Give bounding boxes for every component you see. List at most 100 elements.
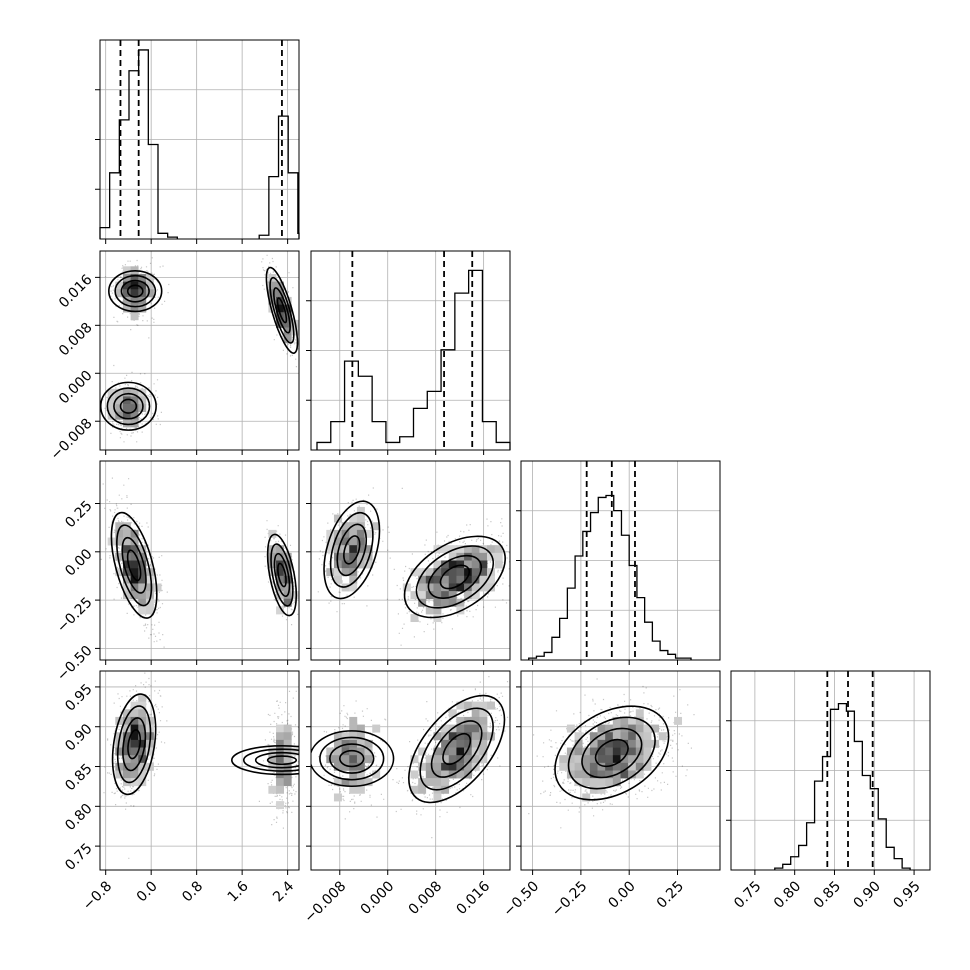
density-cell: [456, 732, 465, 741]
density-cell: [291, 747, 299, 756]
density-cell: [341, 552, 350, 561]
density-cell: [341, 778, 350, 787]
x-tick-label: −0.008: [301, 878, 349, 926]
density-cell: [479, 575, 488, 584]
density-cell: [130, 289, 139, 298]
density-cell: [471, 755, 480, 764]
density-cell: [356, 785, 365, 794]
contour-line: [311, 730, 395, 788]
density-cell: [283, 552, 292, 561]
density-cell: [433, 591, 442, 600]
density-cell: [268, 529, 277, 538]
density-cell: [425, 762, 434, 771]
panel-frame: [310, 460, 511, 661]
density-cell: [138, 545, 147, 554]
density-cell: [597, 785, 606, 794]
density-cell: [326, 545, 335, 554]
density-cell: [122, 739, 131, 748]
density-cell: [364, 755, 373, 764]
panel-content: [311, 676, 510, 839]
density-cell: [138, 598, 147, 607]
density-cell: [138, 755, 147, 764]
density-cell: [597, 762, 606, 771]
y-tick-label: −0.008: [48, 416, 96, 464]
density-cell: [326, 537, 335, 546]
density-cell: [448, 739, 457, 748]
density-cell: [145, 598, 154, 607]
density-cell: [597, 724, 606, 733]
density-cell: [356, 506, 365, 515]
density-cell: [612, 739, 621, 748]
density-cell: [356, 747, 365, 756]
density-cell: [471, 732, 480, 741]
density-cell: [130, 575, 139, 584]
y-tick-label: 0.95: [62, 681, 95, 714]
density-cell: [122, 396, 131, 405]
density-cell: [138, 762, 147, 771]
scatter-panel-0-1: [95, 250, 300, 455]
contour-line: [100, 381, 157, 431]
density-cell: [448, 552, 457, 561]
contour-line: [439, 564, 471, 590]
density-cell: [130, 770, 139, 779]
density-cell: [341, 568, 350, 577]
density-cell: [605, 770, 614, 779]
panel-frame: [99, 39, 300, 240]
density-cell: [448, 568, 457, 577]
contour-line: [567, 716, 656, 790]
density-cell: [283, 575, 292, 584]
density-cell: [107, 388, 116, 397]
density-cell: [372, 724, 381, 733]
density-cell: [456, 545, 465, 554]
density-cell: [597, 739, 606, 748]
contour-line: [127, 729, 142, 760]
density-cell: [479, 552, 488, 561]
density-cell: [138, 273, 147, 282]
density-cell: [410, 568, 419, 577]
density-cell: [448, 732, 457, 741]
density-cell: [628, 770, 637, 779]
density-cell: [441, 545, 450, 554]
density-cell: [115, 537, 124, 546]
histogram-steps: [774, 702, 911, 870]
density-cell: [107, 404, 116, 413]
density-cell: [620, 762, 629, 771]
density-cell: [130, 739, 139, 748]
density-cell: [138, 693, 147, 702]
density-cell: [494, 545, 503, 554]
density-cell: [464, 575, 473, 584]
density-cell: [433, 606, 442, 615]
density-cell: [349, 724, 358, 733]
density-cell: [612, 778, 621, 787]
density-cell: [356, 732, 365, 741]
density-cell: [130, 552, 139, 561]
density-cell: [122, 529, 131, 538]
density-cell: [138, 724, 147, 733]
x-tick-label: 0.00: [605, 878, 638, 911]
density-cell: [130, 709, 139, 718]
density-cell: [464, 747, 473, 756]
x-tick-label: 0.000: [358, 878, 398, 918]
density-cell: [658, 732, 667, 741]
density-cell: [635, 739, 644, 748]
density-cell: [349, 770, 358, 779]
density-cell: [479, 724, 488, 733]
density-cell: [333, 568, 342, 577]
density-cell: [418, 575, 427, 584]
x-tick-label: −0.25: [549, 878, 591, 920]
density-cell: [487, 552, 495, 561]
density-cell: [145, 747, 154, 756]
density-cell: [433, 598, 442, 607]
contour-line: [106, 387, 151, 426]
density-cell: [464, 545, 473, 554]
density-cell: [341, 560, 350, 569]
density-cell: [130, 388, 139, 397]
density-cell: [620, 770, 629, 779]
density-cell: [410, 755, 419, 764]
panel-frame: [99, 460, 300, 661]
density-cell: [122, 716, 131, 725]
density-cell: [349, 778, 358, 787]
density-cell: [115, 568, 124, 577]
density-cell: [138, 560, 147, 569]
density-cell: [283, 739, 292, 748]
